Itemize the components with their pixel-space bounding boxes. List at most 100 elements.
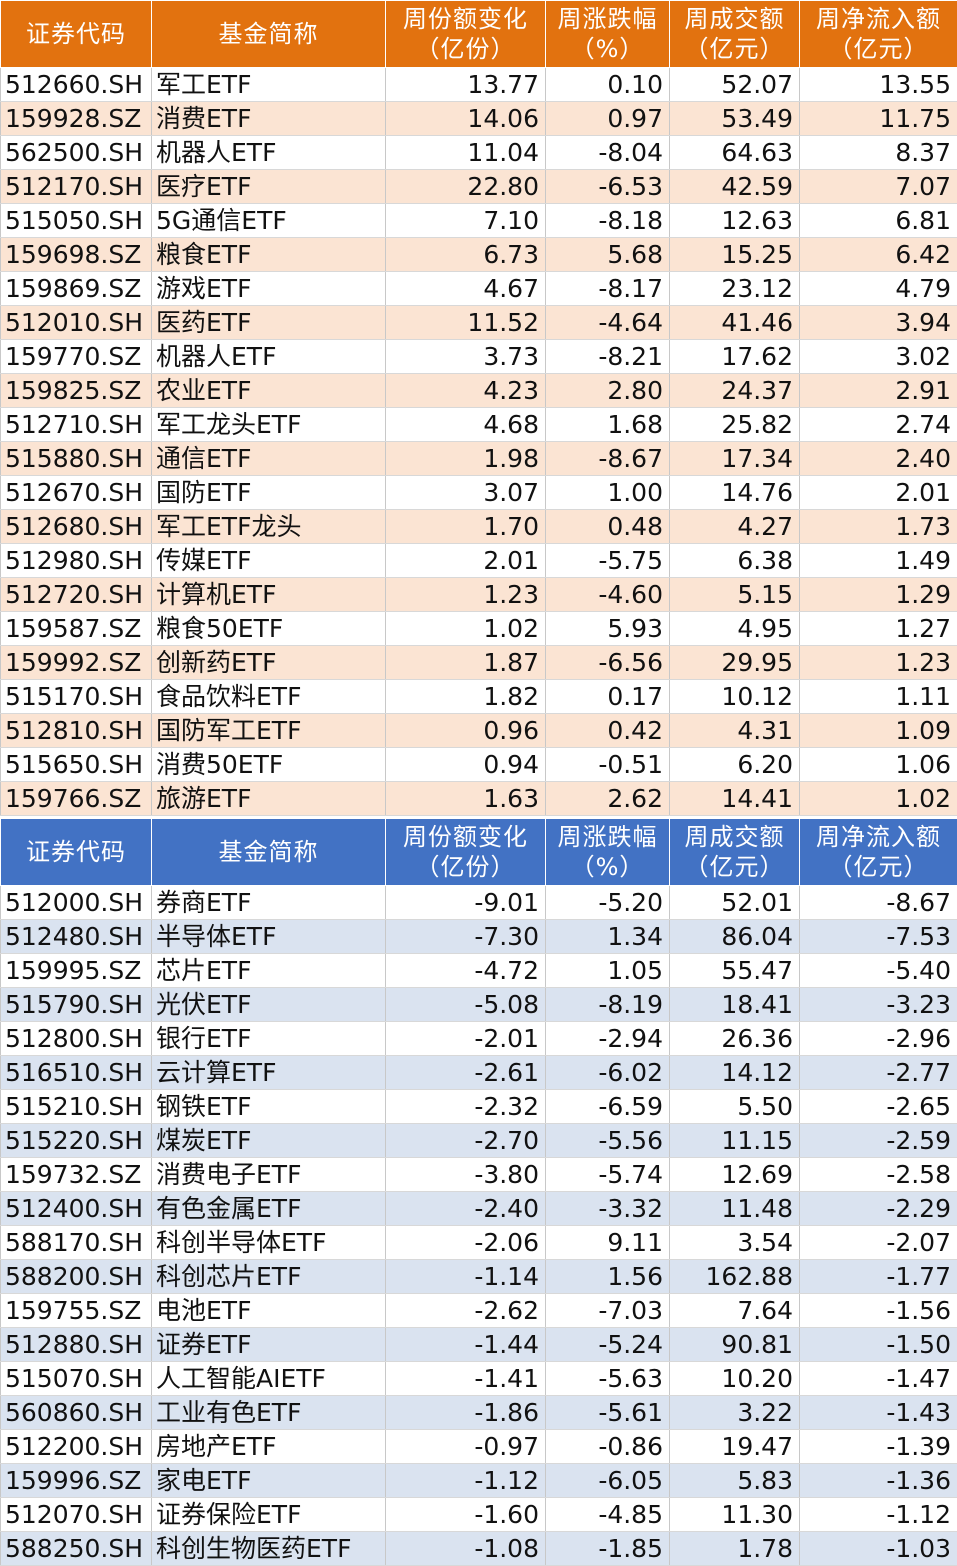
value-cell: 3.22 (670, 1396, 800, 1430)
value-cell: 1.63 (386, 782, 546, 816)
value-cell: -1.56 (800, 1294, 957, 1328)
column-header-line: 周净流入额 (800, 822, 957, 852)
security-code-cell: 512670.SH (1, 476, 152, 510)
value-cell: 0.48 (546, 510, 670, 544)
value-cell: 18.41 (670, 988, 800, 1022)
value-cell: 15.25 (670, 238, 800, 272)
value-cell: -8.21 (546, 340, 670, 374)
fund-name-cell: 消费电子ETF (152, 1158, 386, 1192)
value-cell: 24.37 (670, 374, 800, 408)
table-header: 证券代码基金简称周份额变化（亿份）周涨跌幅（%）周成交额（亿元）周净流入额（亿元… (1, 1, 957, 68)
security-code-cell: 159995.SZ (1, 954, 152, 988)
value-cell: 4.95 (670, 612, 800, 646)
security-code-cell: 159587.SZ (1, 612, 152, 646)
security-code-cell: 512400.SH (1, 1192, 152, 1226)
security-code-cell: 159766.SZ (1, 782, 152, 816)
value-cell: -1.50 (800, 1328, 957, 1362)
fund-name-cell: 科创芯片ETF (152, 1260, 386, 1294)
value-cell: 3.94 (800, 306, 957, 340)
value-cell: 7.07 (800, 170, 957, 204)
value-cell: 4.67 (386, 272, 546, 306)
security-code-cell: 562500.SH (1, 136, 152, 170)
fund-name-cell: 游戏ETF (152, 272, 386, 306)
fund-name-cell: 军工龙头ETF (152, 408, 386, 442)
value-cell: -2.61 (386, 1056, 546, 1090)
value-cell: -2.59 (800, 1124, 957, 1158)
value-cell: -6.05 (546, 1464, 670, 1498)
value-cell: -1.36 (800, 1464, 957, 1498)
column-header: 周份额变化（亿份） (386, 819, 546, 886)
value-cell: -1.43 (800, 1396, 957, 1430)
fund-name-cell: 传媒ETF (152, 544, 386, 578)
value-cell: -5.75 (546, 544, 670, 578)
value-cell: -2.06 (386, 1226, 546, 1260)
value-cell: -2.07 (800, 1226, 957, 1260)
value-cell: -2.58 (800, 1158, 957, 1192)
security-code-cell: 512680.SH (1, 510, 152, 544)
value-cell: -2.94 (546, 1022, 670, 1056)
column-header: 证券代码 (1, 1, 152, 68)
value-cell: 1.23 (386, 578, 546, 612)
security-code-cell: 512000.SH (1, 886, 152, 920)
fund-name-cell: 光伏ETF (152, 988, 386, 1022)
value-cell: 3.07 (386, 476, 546, 510)
fund-name-cell: 计算机ETF (152, 578, 386, 612)
fund-name-cell: 人工智能AIETF (152, 1362, 386, 1396)
value-cell: 6.73 (386, 238, 546, 272)
value-cell: 17.34 (670, 442, 800, 476)
fund-name-cell: 旅游ETF (152, 782, 386, 816)
value-cell: 0.10 (546, 68, 670, 102)
security-code-cell: 560860.SH (1, 1396, 152, 1430)
fund-name-cell: 5G通信ETF (152, 204, 386, 238)
security-code-cell: 512200.SH (1, 1430, 152, 1464)
value-cell: 14.12 (670, 1056, 800, 1090)
fund-name-cell: 医疗ETF (152, 170, 386, 204)
value-cell: 6.20 (670, 748, 800, 782)
value-cell: 8.37 (800, 136, 957, 170)
value-cell: 1.56 (546, 1260, 670, 1294)
value-cell: 1.82 (386, 680, 546, 714)
column-header-line: 周份额变化 (386, 822, 545, 852)
security-code-cell: 159825.SZ (1, 374, 152, 408)
value-cell: 0.97 (546, 102, 670, 136)
fund-name-cell: 粮食ETF (152, 238, 386, 272)
value-cell: -4.60 (546, 578, 670, 612)
column-header-line: 周涨跌幅 (546, 822, 669, 852)
security-code-cell: 159732.SZ (1, 1158, 152, 1192)
fund-name-cell: 工业有色ETF (152, 1396, 386, 1430)
value-cell: -8.67 (546, 442, 670, 476)
fund-name-cell: 煤炭ETF (152, 1124, 386, 1158)
value-cell: 1.06 (800, 748, 957, 782)
value-cell: -3.80 (386, 1158, 546, 1192)
value-cell: -2.32 (386, 1090, 546, 1124)
fund-name-cell: 消费50ETF (152, 748, 386, 782)
fund-name-cell: 军工ETF (152, 68, 386, 102)
value-cell: -5.40 (800, 954, 957, 988)
value-cell: -1.39 (800, 1430, 957, 1464)
value-cell: 53.49 (670, 102, 800, 136)
value-cell: 5.93 (546, 612, 670, 646)
value-cell: -0.86 (546, 1430, 670, 1464)
column-header-line: 周成交额 (670, 822, 799, 852)
value-cell: -7.30 (386, 920, 546, 954)
fund-name-cell: 电池ETF (152, 1294, 386, 1328)
value-cell: 1.98 (386, 442, 546, 476)
fund-name-cell: 半导体ETF (152, 920, 386, 954)
